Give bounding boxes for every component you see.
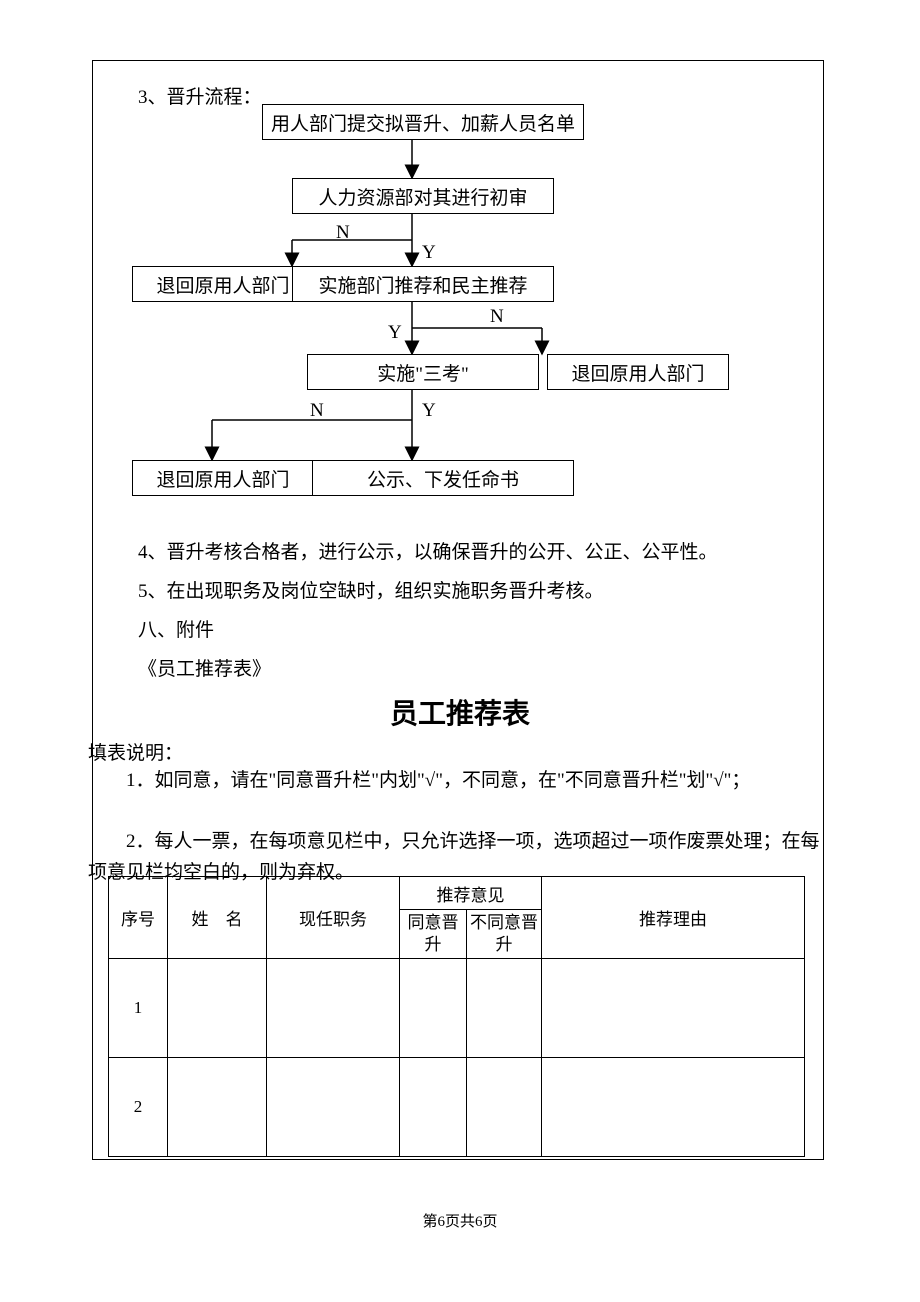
flow-node-publish: 公示、下发任命书 [312,460,574,496]
flow-label-y3: Y [422,400,436,422]
page-footer: 第6页共6页 [0,1210,920,1231]
page: 3、晋升流程： [0,0,920,1302]
flow-node-exam: 实施"三考" [307,354,539,390]
cell-position-1 [267,959,400,1058]
flow-node-return-2: 退回原用人部门 [547,354,729,390]
paragraph-5: 5、在出现职务及岗位空缺时，组织实施职务晋升考核。 [138,573,828,610]
th-agree: 同意晋升 [400,910,467,959]
cell-agree-2 [400,1058,467,1157]
flowchart-heading: 3、晋升流程： [138,82,262,109]
flow-node-recommend: 实施部门推荐和民主推荐 [292,266,554,302]
th-seq: 序号 [109,877,168,959]
table-row: 2 [109,1058,805,1157]
cell-name-2 [168,1058,267,1157]
paragraph-attachment: 《员工推荐表》 [138,651,271,688]
th-opinion: 推荐意见 [400,877,542,910]
cell-reason-2 [542,1058,805,1157]
th-reason: 推荐理由 [542,877,805,959]
paragraph-4: 4、晋升考核合格者，进行公示，以确保晋升的公开、公正、公平性。 [138,534,828,571]
flow-label-y2: Y [388,322,402,344]
th-disagree: 不同意晋升 [467,910,542,959]
flow-label-n1: N [336,222,350,244]
flow-node-return-3: 退回原用人部门 [132,460,314,496]
cell-agree-1 [400,959,467,1058]
th-name: 姓 名 [168,877,267,959]
flow-label-n3: N [310,400,324,422]
cell-position-2 [267,1058,400,1157]
th-position: 现任职务 [267,877,400,959]
cell-reason-1 [542,959,805,1058]
table-row: 1 [109,959,805,1058]
cell-seq-2: 2 [109,1058,168,1157]
form-title: 员工推荐表 [0,692,920,732]
paragraph-8: 八、附件 [138,612,214,649]
form-intro-1: 1．如同意，请在"同意晋升栏"内划"√"，不同意，在"不同意晋升栏"划"√"； [88,765,828,796]
flow-node-submit: 用人部门提交拟晋升、加薪人员名单 [262,104,584,140]
cell-name-1 [168,959,267,1058]
flow-label-y1: Y [422,242,436,264]
cell-seq-1: 1 [109,959,168,1058]
flowchart: 3、晋升流程： [92,60,822,520]
flow-node-review: 人力资源部对其进行初审 [292,178,554,214]
flow-label-n2: N [490,306,504,328]
cell-disagree-2 [467,1058,542,1157]
recommendation-table: 序号 姓 名 现任职务 推荐意见 推荐理由 同意晋升 不同意晋升 1 2 [108,876,805,1157]
flow-node-return-1: 退回原用人部门 [132,266,314,302]
cell-disagree-1 [467,959,542,1058]
